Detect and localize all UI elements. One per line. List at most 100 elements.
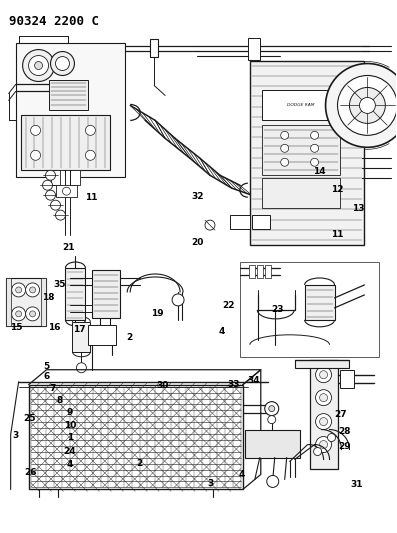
Circle shape xyxy=(281,131,289,139)
Text: 12: 12 xyxy=(331,185,344,194)
Circle shape xyxy=(30,287,36,293)
Circle shape xyxy=(12,283,26,297)
Text: 22: 22 xyxy=(222,301,234,310)
Text: 90324 2200 C: 90324 2200 C xyxy=(9,15,99,28)
Bar xyxy=(72,322,91,352)
Text: 10: 10 xyxy=(64,422,76,431)
Text: 28: 28 xyxy=(338,427,350,436)
Circle shape xyxy=(268,416,276,424)
Text: 21: 21 xyxy=(62,243,75,252)
Circle shape xyxy=(56,210,66,220)
Bar xyxy=(240,262,380,357)
Text: 34: 34 xyxy=(248,376,260,385)
Text: 1: 1 xyxy=(67,433,73,442)
Text: 18: 18 xyxy=(42,293,54,302)
Text: 25: 25 xyxy=(23,414,35,423)
Bar xyxy=(56,185,77,197)
Text: 6: 6 xyxy=(43,372,49,381)
Bar xyxy=(310,360,337,470)
Circle shape xyxy=(337,76,397,135)
Circle shape xyxy=(56,56,69,70)
Circle shape xyxy=(310,158,318,166)
Bar xyxy=(230,215,250,229)
Bar xyxy=(262,178,339,208)
Circle shape xyxy=(50,52,74,76)
Bar xyxy=(40,278,46,326)
Bar xyxy=(15,43,125,177)
Circle shape xyxy=(314,448,322,456)
Bar xyxy=(257,265,263,278)
Bar xyxy=(245,430,300,457)
Bar xyxy=(262,125,339,175)
Bar xyxy=(6,278,11,326)
Circle shape xyxy=(205,220,215,230)
Bar xyxy=(249,265,255,278)
Circle shape xyxy=(46,170,56,180)
Bar xyxy=(250,61,364,245)
Circle shape xyxy=(320,417,328,425)
Bar xyxy=(29,385,243,489)
Bar xyxy=(50,170,81,185)
Circle shape xyxy=(269,406,275,411)
Circle shape xyxy=(326,63,397,147)
Bar xyxy=(6,278,46,326)
Circle shape xyxy=(31,150,40,160)
Circle shape xyxy=(320,371,328,379)
Circle shape xyxy=(46,190,56,200)
Circle shape xyxy=(26,307,40,321)
Text: 4: 4 xyxy=(218,327,225,336)
Circle shape xyxy=(281,144,289,152)
Circle shape xyxy=(15,287,21,293)
Bar xyxy=(304,285,335,320)
Circle shape xyxy=(85,125,95,135)
Text: 5: 5 xyxy=(43,362,49,371)
Text: 27: 27 xyxy=(335,410,347,419)
Bar xyxy=(295,360,349,368)
Text: 19: 19 xyxy=(150,309,163,318)
Circle shape xyxy=(349,87,385,123)
Text: 16: 16 xyxy=(48,322,60,332)
Text: 3: 3 xyxy=(207,479,214,488)
Text: 35: 35 xyxy=(53,279,66,288)
Text: 24: 24 xyxy=(64,447,76,456)
Circle shape xyxy=(316,437,331,453)
Circle shape xyxy=(281,158,289,166)
Circle shape xyxy=(320,394,328,402)
Text: 2: 2 xyxy=(136,459,142,467)
Text: 30: 30 xyxy=(157,381,169,390)
Text: 29: 29 xyxy=(339,442,351,451)
Bar xyxy=(89,325,116,345)
Circle shape xyxy=(29,55,48,76)
Text: 33: 33 xyxy=(228,380,240,389)
Circle shape xyxy=(77,363,87,373)
Bar xyxy=(93,270,120,318)
Circle shape xyxy=(267,475,279,487)
Text: 13: 13 xyxy=(353,204,365,213)
Bar xyxy=(339,370,355,387)
Text: 17: 17 xyxy=(73,325,86,334)
Text: 7: 7 xyxy=(49,384,55,393)
Bar xyxy=(21,116,110,170)
Circle shape xyxy=(30,311,36,317)
Circle shape xyxy=(316,390,331,406)
Circle shape xyxy=(265,402,279,416)
Circle shape xyxy=(12,307,26,321)
Bar xyxy=(252,215,270,229)
Text: DODGE RAM: DODGE RAM xyxy=(287,103,314,108)
Circle shape xyxy=(328,433,335,441)
Bar xyxy=(60,170,70,190)
Text: 20: 20 xyxy=(191,238,204,247)
Circle shape xyxy=(26,283,40,297)
Circle shape xyxy=(35,61,42,69)
Text: 8: 8 xyxy=(56,396,62,405)
Bar xyxy=(150,38,158,56)
Text: 32: 32 xyxy=(191,192,204,201)
Text: 2: 2 xyxy=(126,333,132,342)
Circle shape xyxy=(310,144,318,152)
Text: 14: 14 xyxy=(313,167,326,176)
Bar xyxy=(48,80,89,110)
Text: 31: 31 xyxy=(351,480,363,489)
Circle shape xyxy=(15,311,21,317)
Text: 4: 4 xyxy=(67,461,73,469)
Text: 11: 11 xyxy=(85,193,98,202)
